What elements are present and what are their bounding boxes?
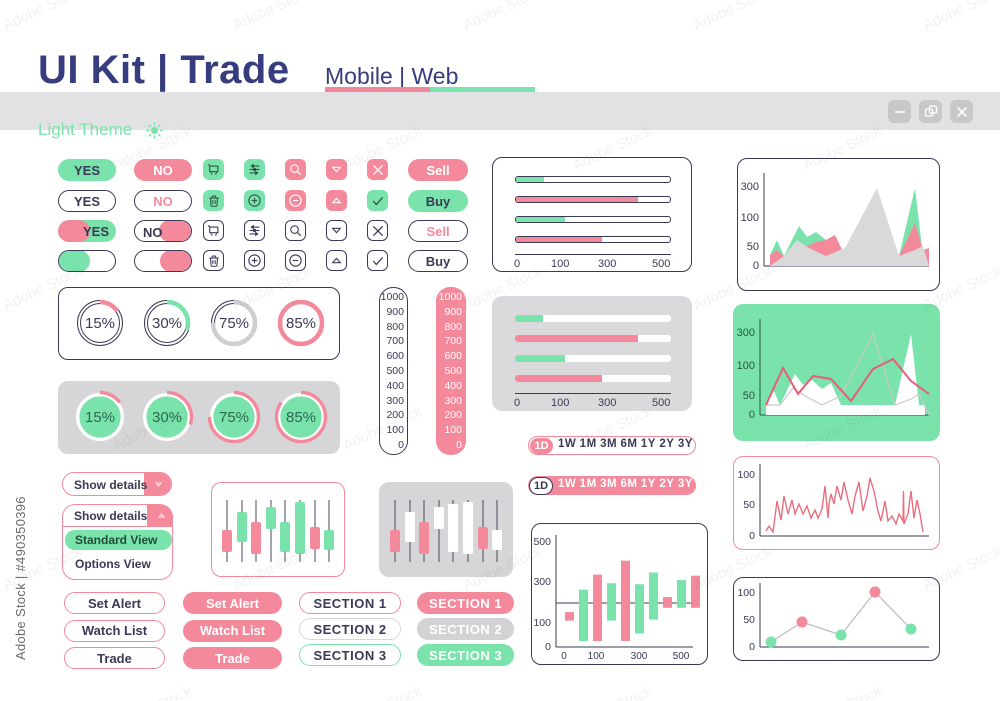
svg-text:100: 100 <box>737 469 755 481</box>
svg-text:50: 50 <box>743 499 755 511</box>
svg-text:100: 100 <box>737 360 755 372</box>
svg-text:100: 100 <box>533 617 551 629</box>
svg-text:0: 0 <box>545 641 551 653</box>
svg-text:300: 300 <box>741 181 759 193</box>
svg-text:100: 100 <box>741 212 759 224</box>
svg-text:300: 300 <box>737 327 755 339</box>
svg-text:50: 50 <box>743 390 755 402</box>
svg-text:300: 300 <box>533 576 551 588</box>
svg-text:300: 300 <box>631 651 648 662</box>
svg-text:500: 500 <box>533 536 551 548</box>
svg-text:0: 0 <box>749 641 755 653</box>
svg-text:0: 0 <box>749 530 755 542</box>
svg-text:0: 0 <box>749 409 755 421</box>
svg-text:0: 0 <box>561 651 567 662</box>
svg-text:500: 500 <box>673 651 690 662</box>
svg-text:100: 100 <box>588 651 605 662</box>
svg-text:50: 50 <box>747 241 759 253</box>
svg-text:0: 0 <box>753 260 759 272</box>
svg-text:100: 100 <box>737 587 755 599</box>
svg-text:50: 50 <box>743 614 755 626</box>
